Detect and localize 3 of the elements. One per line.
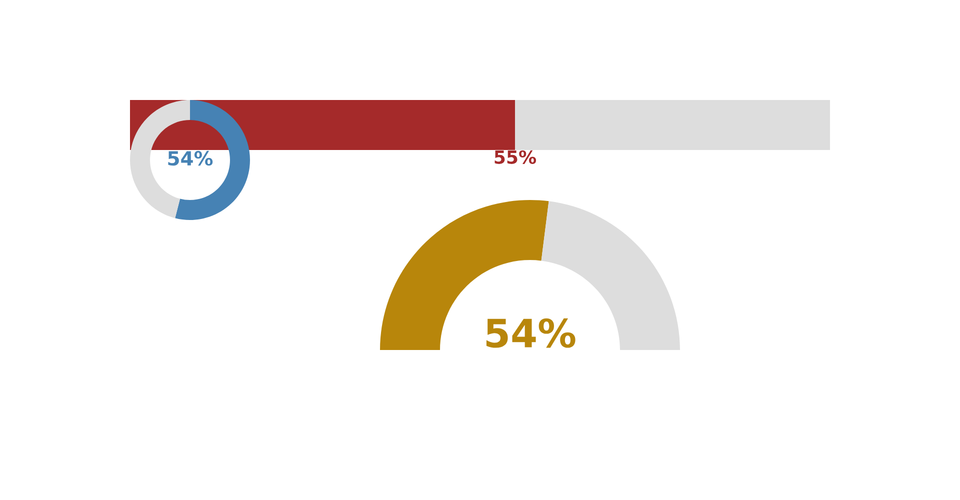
data-label: 55% bbox=[494, 150, 536, 164]
data-label: 54% bbox=[168, 150, 213, 166]
data-label: 54% bbox=[486, 318, 576, 348]
